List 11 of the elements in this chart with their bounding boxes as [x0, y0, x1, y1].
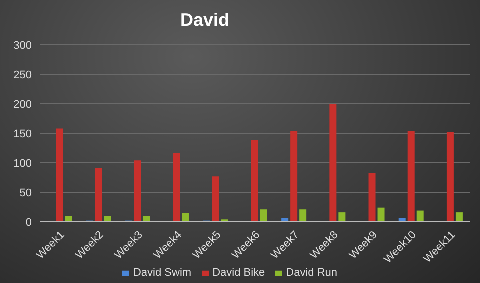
y-tick-label: 250	[14, 69, 32, 82]
y-tick-label: 150	[14, 128, 32, 140]
y-tick-label: 100	[14, 158, 32, 170]
y-tick-label: 200	[14, 98, 32, 111]
legend-label: David Swim	[133, 267, 192, 279]
chart-title: David	[179, 10, 231, 31]
y-tick-label: 50	[20, 187, 32, 200]
y-tick-label: 300	[14, 40, 32, 52]
y-tick-label: 0	[26, 216, 32, 229]
legend-label: David Bike	[212, 267, 266, 279]
legend-label: David Run	[286, 267, 338, 279]
